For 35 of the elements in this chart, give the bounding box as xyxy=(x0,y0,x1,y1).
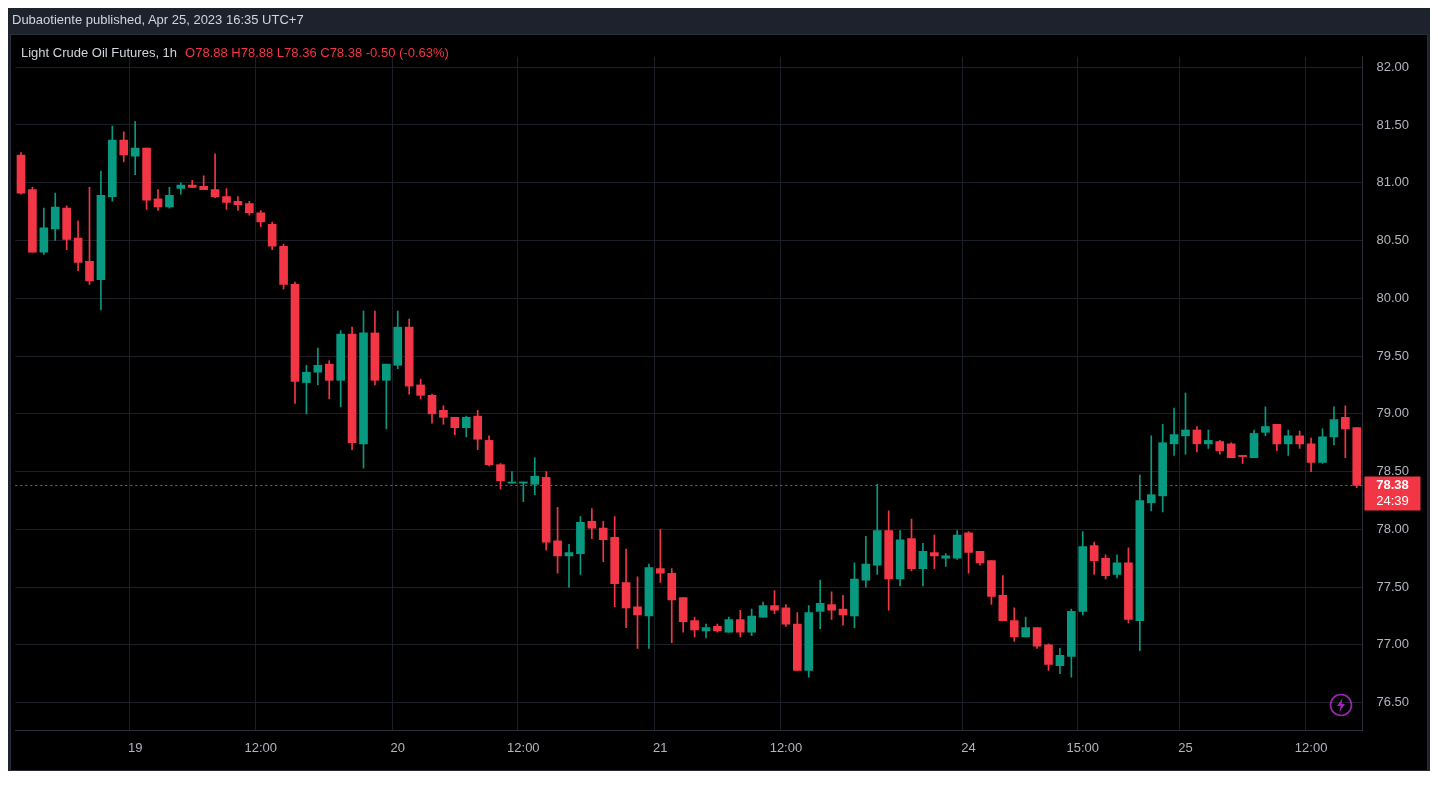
annotation: O78.88 H78.88 L78.36 C78.38 -0.50 (-0.63%) xyxy=(185,45,449,60)
x-tick-label: 21 xyxy=(653,739,668,755)
candlestick xyxy=(530,457,540,496)
candlestick xyxy=(587,508,597,539)
y-tick-label: 78.00 xyxy=(1376,520,1410,536)
y-tick-label: 77.50 xyxy=(1376,578,1410,594)
candlestick xyxy=(941,553,951,567)
candlestick xyxy=(313,347,323,386)
x-tick-label: 19 xyxy=(127,739,143,755)
x-tick-label: 12:00 xyxy=(769,739,803,755)
y-tick-label: 78.50 xyxy=(1376,463,1410,479)
candlestick xyxy=(1146,435,1156,512)
x-tick-label: 20 xyxy=(390,739,405,755)
x-tick-label: 12:00 xyxy=(507,739,540,755)
x-tick-label: 12:00 xyxy=(1294,739,1328,755)
x-tick-label: 15:00 xyxy=(1066,739,1100,755)
text: 24:39 xyxy=(1376,493,1409,509)
x-tick-label: 25 xyxy=(1178,739,1193,755)
ref-line-label: 78.38 xyxy=(1376,477,1409,493)
y-tick-label: 77.00 xyxy=(1376,636,1410,652)
x-tick-label: 12:00 xyxy=(244,739,278,755)
chart-subtitle: Light Crude Oil Futures, 1h xyxy=(21,45,178,60)
y-tick-label: 80.00 xyxy=(1376,289,1410,305)
x-tick-label: 24 xyxy=(961,739,976,755)
y-tick-label: 79.00 xyxy=(1376,405,1410,421)
candlestick xyxy=(815,579,825,630)
y-tick-label: 82.00 xyxy=(1376,58,1410,74)
y-tick-label: 79.50 xyxy=(1376,347,1410,363)
candlestick xyxy=(210,153,220,199)
y-tick-label: 80.50 xyxy=(1376,232,1410,248)
candlestick xyxy=(1169,407,1179,456)
chart-title: Dubaotiente published, Apr 25, 2023 16:35 UTC+7 xyxy=(11,11,305,29)
y-tick-label: 81.50 xyxy=(1376,116,1410,132)
y-tick-label: 81.00 xyxy=(1376,174,1410,190)
y-tick-label: 76.50 xyxy=(1376,694,1410,710)
